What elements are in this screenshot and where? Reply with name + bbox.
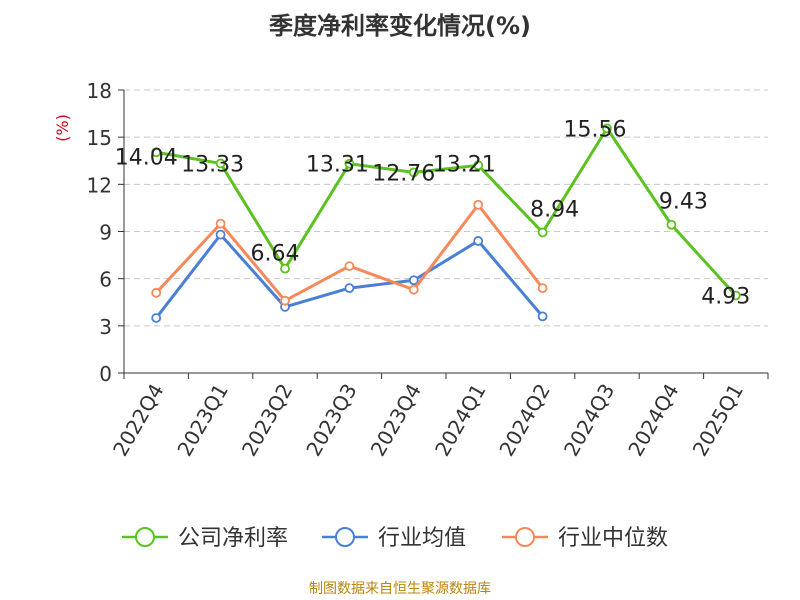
data-point bbox=[280, 263, 290, 274]
legend-label: 行业中位数 bbox=[558, 526, 668, 551]
data-point bbox=[537, 227, 548, 238]
legend-marker bbox=[515, 527, 535, 547]
data-point bbox=[151, 287, 162, 298]
data-label: 13.33 bbox=[181, 152, 244, 177]
data-point bbox=[473, 236, 484, 246]
data-point bbox=[215, 218, 226, 229]
data-label: 14.04 bbox=[115, 145, 178, 170]
data-point bbox=[215, 158, 226, 169]
data-label: 15.56 bbox=[564, 117, 627, 142]
y-axis-label: (%) bbox=[53, 114, 72, 142]
legend-marker bbox=[135, 527, 155, 547]
legend-label: 公司净利率 bbox=[178, 526, 288, 551]
y-tick-label: 0 bbox=[99, 362, 112, 386]
x-tick-label: 2024Q1 bbox=[430, 380, 490, 461]
x-tick-label: 2025Q1 bbox=[688, 380, 748, 461]
legend-marker bbox=[335, 527, 355, 547]
data-point bbox=[280, 295, 290, 306]
data-label: 4.93 bbox=[701, 284, 750, 309]
data-point bbox=[666, 219, 677, 230]
data-point bbox=[215, 229, 226, 240]
data-point bbox=[344, 158, 355, 169]
data-point bbox=[344, 261, 355, 271]
legend-label: 行业均值 bbox=[378, 526, 466, 551]
x-tick-label: 2024Q4 bbox=[623, 380, 683, 461]
data-point bbox=[408, 284, 419, 295]
data-point bbox=[151, 147, 162, 158]
y-tick-label: 6 bbox=[99, 268, 112, 292]
data-point bbox=[151, 313, 162, 323]
x-tick-label: 2023Q1 bbox=[172, 380, 232, 461]
y-tick-label: 18 bbox=[87, 79, 112, 103]
data-label: 13.21 bbox=[433, 152, 496, 177]
data-label: 13.31 bbox=[306, 153, 369, 178]
y-tick-label: 3 bbox=[99, 315, 112, 339]
data-point bbox=[408, 167, 419, 178]
y-tick-label: 12 bbox=[87, 173, 112, 197]
data-label: 9.43 bbox=[659, 190, 708, 215]
data-label: 8.94 bbox=[530, 197, 579, 222]
series-line-0 bbox=[155, 126, 737, 297]
series-line-1 bbox=[155, 233, 544, 319]
x-tick-label: 2023Q4 bbox=[366, 380, 426, 461]
data-point bbox=[473, 199, 484, 210]
data-label: 6.64 bbox=[251, 242, 300, 267]
x-tick-label: 2022Q4 bbox=[108, 380, 168, 461]
data-point bbox=[602, 123, 612, 134]
data-point bbox=[344, 283, 355, 294]
data-point bbox=[730, 290, 741, 301]
y-tick-label: 15 bbox=[87, 126, 112, 150]
x-tick-label: 2024Q2 bbox=[494, 380, 554, 461]
x-tick-label: 2024Q3 bbox=[559, 380, 619, 461]
data-point bbox=[473, 160, 484, 171]
data-label: 12.76 bbox=[372, 161, 435, 186]
y-tick-label: 9 bbox=[99, 221, 112, 245]
source-note: 制图数据来自恒生聚源数据库 bbox=[309, 581, 491, 597]
chart-title: 季度净利率变化情况(%) bbox=[269, 12, 531, 40]
data-point bbox=[408, 275, 419, 286]
x-tick-label: 2023Q3 bbox=[301, 380, 361, 461]
data-point bbox=[537, 311, 548, 322]
data-point bbox=[537, 283, 548, 294]
x-tick-label: 2023Q2 bbox=[237, 380, 297, 461]
